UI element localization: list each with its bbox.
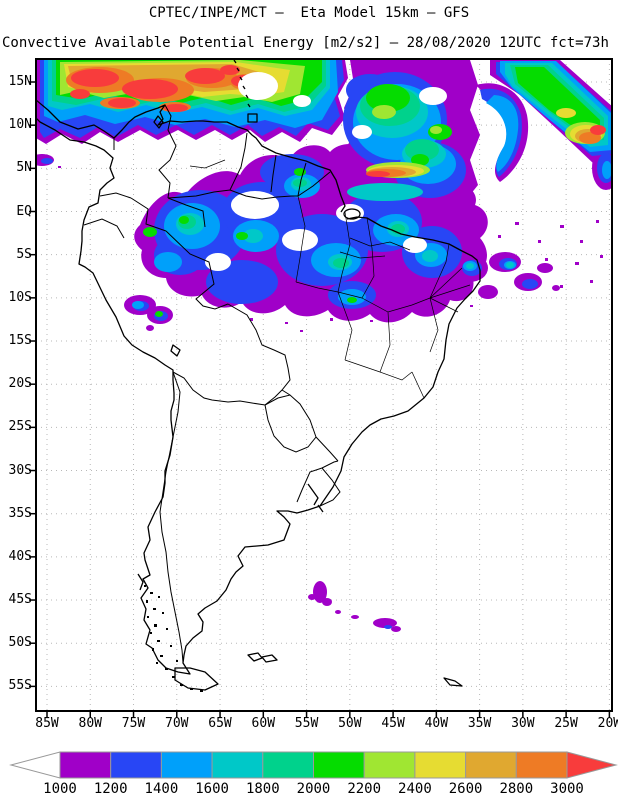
lake-titicaca (170, 344, 181, 357)
lat-tick-label: 20S (8, 376, 32, 392)
lon-tick-label: 55W (294, 716, 319, 731)
lon-tick-label: 20W (597, 716, 618, 731)
colorbar-cell (211, 751, 264, 779)
lesser-antilles (233, 60, 251, 108)
colorbar-tick-label: 2400 (398, 781, 432, 797)
lat-tick-label: 5S (16, 246, 32, 262)
lon-tick-label: 30W (511, 716, 535, 731)
lat-tick-label: 5N (16, 160, 32, 176)
lon-tick-label: 80W (78, 716, 102, 731)
colorbar-cell (59, 751, 112, 779)
lat-tick-label: 40S (8, 548, 32, 564)
axis-ticks (29, 81, 611, 718)
lon-tick-label: 70W (165, 716, 189, 731)
lat-tick-label: 30S (8, 462, 32, 478)
lat-tick-label: 15S (8, 333, 32, 349)
lon-tick-label: 35W (467, 716, 492, 731)
fjord-islands (144, 585, 203, 692)
colorbar-cell (160, 751, 213, 779)
colorbar-cell (465, 751, 517, 779)
lake-maracaibo (153, 115, 164, 129)
lon-tick-label: 45W (381, 716, 405, 731)
lat-tick-label: 25S (8, 419, 32, 435)
south-georgia-island (443, 677, 463, 687)
colorbar-under-arrow (9, 751, 61, 779)
lon-tick-label: 50W (338, 716, 362, 731)
colorbar-tick-label: 1000 (43, 781, 77, 797)
colorbar-cell (414, 751, 467, 779)
colorbar-cell (515, 751, 568, 779)
colorbar-tick-label: 2800 (499, 781, 534, 797)
lat-tick-label: EQ (16, 203, 32, 219)
lon-tick-label: 40W (424, 716, 449, 731)
colorbar-tick-label: 1400 (144, 781, 179, 797)
trinidad-island (247, 113, 258, 123)
lon-tick-label: 65W (208, 716, 232, 731)
map-title: CPTEC/INPE/MCT – Eta Model 15km – GFS (148, 5, 470, 21)
marajo-island (343, 208, 361, 220)
cape-shading-layer (37, 60, 611, 632)
falkland-islands (247, 652, 278, 663)
colorbar-cell (313, 751, 365, 779)
colorbar-tick-label: 2000 (296, 781, 331, 797)
lat-tick-label: 10S (8, 289, 32, 305)
colorbar-tick-label: 3000 (550, 781, 584, 797)
chiloe-island (137, 573, 144, 591)
colorbar-cell (110, 751, 162, 779)
lat-tick-label: 55S (8, 678, 32, 694)
map-subtitle: Convective Available Potential Energy [m… (2, 35, 609, 51)
lon-tick-label: 60W (251, 716, 276, 731)
colorbar-tick-label: 2200 (347, 781, 382, 797)
colorbar-cell (262, 751, 314, 779)
country-borders (83, 104, 341, 664)
colorbar-over-arrow (566, 751, 618, 779)
map-frame (35, 58, 613, 712)
colorbar-cell (363, 751, 416, 779)
colorbar (9, 751, 618, 779)
lat-tick-label: 35S (8, 505, 32, 521)
lon-tick-label: 85W (35, 716, 59, 731)
colorbar-tick-label: 1200 (93, 781, 128, 797)
colorbar-tick-label: 1800 (245, 781, 280, 797)
lat-tick-label: 15N (8, 74, 32, 89)
lat-tick-label: 50S (8, 635, 32, 651)
lat-tick-label: 10N (8, 117, 32, 133)
lon-tick-label: 25W (554, 716, 578, 731)
state-borders (189, 159, 471, 399)
colorbar-tick-label: 1600 (195, 781, 229, 797)
tierra-del-fuego (174, 667, 219, 691)
map-canvas (29, 58, 613, 718)
lat-tick-label: 45S (8, 592, 32, 608)
colorbar-tick-label: 2600 (448, 781, 483, 797)
lon-tick-label: 75W (121, 716, 146, 731)
lagoa-dos-patos (307, 483, 324, 513)
